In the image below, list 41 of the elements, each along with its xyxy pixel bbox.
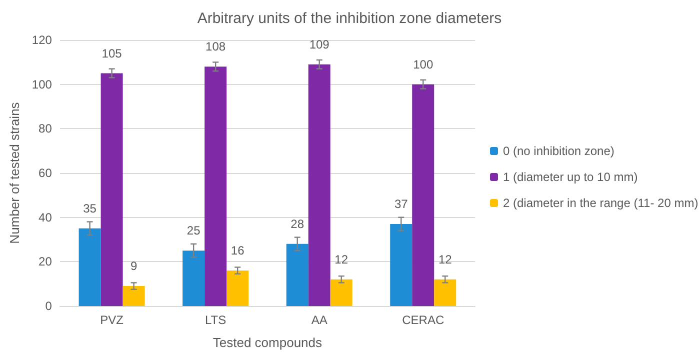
bar <box>122 286 145 306</box>
bar <box>308 64 330 306</box>
y-tick-label: 20 <box>38 254 52 269</box>
chart-title: Arbitrary units of the inhibition zone diameters <box>197 10 502 27</box>
data-label: 25 <box>186 224 201 238</box>
legend-label: 1 (diameter up to 10 mm) <box>503 170 638 184</box>
bar <box>286 244 308 306</box>
x-tick-label: PVZ <box>100 313 124 327</box>
x-tick-label: LTS <box>205 313 226 327</box>
bar <box>78 228 101 306</box>
data-label: 108 <box>206 40 226 54</box>
x-axis-title: Tested compounds <box>212 335 323 350</box>
y-tick-label: 60 <box>38 166 52 180</box>
bar <box>390 224 412 306</box>
data-label: 28 <box>290 216 304 231</box>
y-tick-label: 0 <box>45 299 52 313</box>
bar <box>182 250 205 306</box>
bar <box>100 73 123 306</box>
x-tick-label: CERAC <box>402 313 444 327</box>
y-tick-label: 40 <box>38 210 52 224</box>
bar <box>434 279 456 306</box>
data-label: 105 <box>102 46 122 60</box>
y-tick-label: 120 <box>32 33 52 47</box>
data-label: 100 <box>413 57 434 72</box>
legend-label: 2 (diameter in the range (11- 20 mm) <box>503 196 698 210</box>
bar <box>412 84 434 306</box>
data-label: 37 <box>394 196 408 211</box>
data-label: 9 <box>130 259 138 274</box>
y-tick-label: 80 <box>38 122 52 136</box>
legend-label: 0 (no inhibition zone) <box>503 144 614 158</box>
bar <box>330 279 352 306</box>
y-axis-title: Number of tested strains <box>7 102 22 244</box>
y-tick-label: 100 <box>32 77 52 92</box>
bar <box>204 66 227 306</box>
data-label: 12 <box>438 252 452 266</box>
data-label: 12 <box>334 252 348 266</box>
bar <box>226 270 249 306</box>
data-label: 109 <box>309 37 330 52</box>
data-label: 35 <box>83 201 97 216</box>
x-tick-label: AA <box>311 313 328 327</box>
data-label: 16 <box>230 244 245 258</box>
